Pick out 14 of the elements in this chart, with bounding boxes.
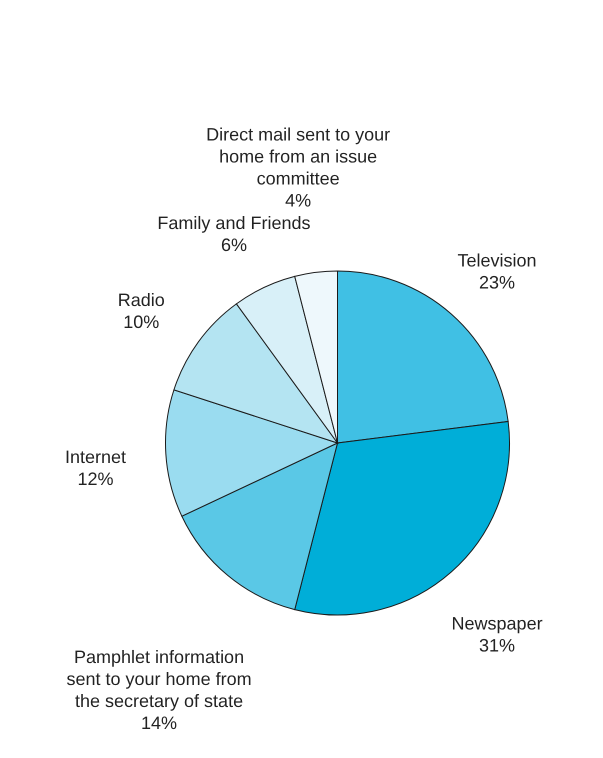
slice-label: Pamphlet information sent to your home from the secretary of state: [66, 647, 252, 712]
slice-label: Television: [458, 250, 537, 270]
slice-label: Family and Friends: [157, 213, 310, 234]
slice-label: Internet: [64, 447, 126, 468]
data-label: 31%: [479, 636, 516, 656]
data-label: 23%: [479, 272, 516, 292]
data-label: 4%: [285, 190, 312, 210]
slice-label: Newspaper: [452, 614, 543, 634]
data-label: 12%: [77, 469, 114, 490]
data-label: 10%: [123, 312, 160, 332]
data-label: 6%: [220, 235, 247, 256]
data-label: 14%: [141, 713, 178, 734]
slice-label: Direct mail sent to your home from an issue committee: [206, 124, 390, 188]
slice-label: Radio: [118, 290, 165, 310]
